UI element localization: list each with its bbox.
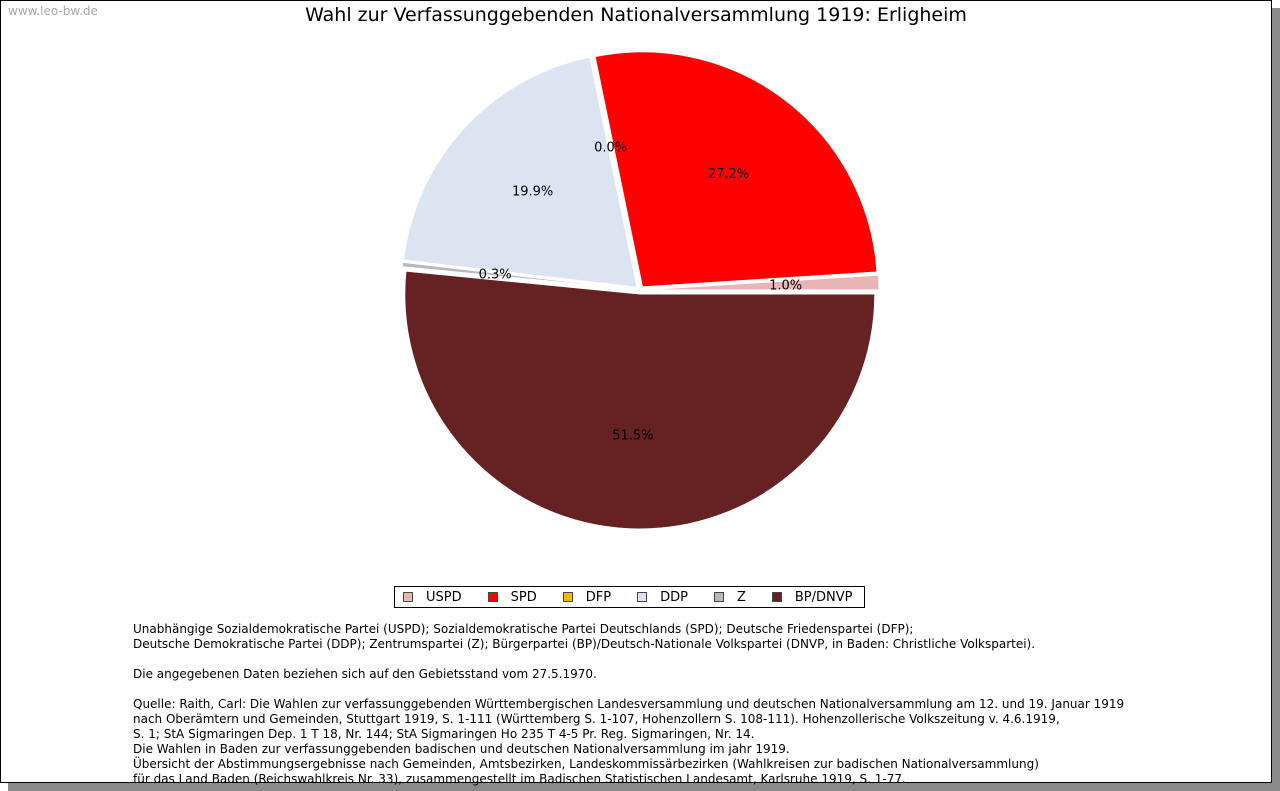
party-definitions-line-2: Deutsche Demokratische Partei (DDP); Zen… [133, 637, 1036, 651]
frame-shadow-right [1272, 8, 1280, 791]
legend-item-spd: SPD [487, 589, 537, 605]
source-line-1: Quelle: Raith, Carl: Die Wahlen zur verf… [133, 697, 1125, 711]
legend-item-bp-dnvp: BP/DNVP [771, 589, 853, 605]
legend-swatch-spd [487, 592, 498, 602]
pie-slices [401, 51, 880, 530]
pie-label-bp-dnvp: 51.5% [612, 429, 653, 444]
pie-labels: 1.0% 27.2% 0.0% 19.9% 0.3% 51.5% [479, 140, 803, 443]
legend-label-bp-dnvp: BP/DNVP [794, 589, 853, 605]
source-line-4: Die Wahlen in Baden zur verfassunggebend… [133, 742, 790, 756]
legend-swatch-ddp [637, 592, 648, 602]
pie-label-z: 0.3% [479, 267, 512, 282]
legend-item-z: Z [713, 589, 746, 605]
legend-item-ddp: DDP [637, 590, 688, 605]
party-definitions-line-1: Unabhängige Sozialdemokratische Partei (… [133, 622, 914, 636]
pie-label-dfp: 0.0% [594, 140, 627, 155]
legend-swatch-uspd [403, 592, 413, 602]
chart-title: Wahl zur Verfassunggebenden Nationalvers… [305, 4, 967, 26]
legend-swatch-dfp [562, 592, 573, 602]
legend-swatch-bp-dnvp [771, 592, 782, 602]
pie-label-ddp: 19.9% [512, 185, 553, 200]
legend-label-z: Z [736, 589, 746, 605]
legend-label-uspd: USPD [426, 589, 462, 605]
legend-label-ddp: DDP [660, 589, 688, 605]
pie-label-spd: 27.2% [708, 167, 749, 182]
source-line-6: für das Land Baden (Reichswahlkreis Nr. … [133, 772, 906, 786]
legend-swatch-z [713, 592, 724, 602]
legend-item-uspd: USPD [403, 590, 462, 605]
legend-item-dfp: DFP [562, 589, 612, 605]
legend-label-dfp: DFP [585, 589, 612, 605]
territory-note: Die angegebenen Daten beziehen sich auf … [133, 667, 597, 681]
pie-slice-uspd [643, 274, 880, 291]
source-line-2: nach Oberämtern und Gemeinden, Stuttgart… [133, 712, 1060, 726]
pie-label-uspd: 1.0% [769, 278, 802, 293]
source-line-5: Übersicht der Abstimmungsergebnisse nach… [133, 757, 1039, 771]
legend: USPD SPD DFP DDP Z BP/DNVP [394, 586, 865, 608]
pie-slice-ddp [403, 56, 638, 288]
footnotes: Unabhängige Sozialdemokratische Partei (… [133, 622, 1124, 787]
legend-label-spd: SPD [510, 589, 537, 605]
watermark: www.leo-bw.de [8, 4, 98, 18]
pie-slice-bp-dnvp [404, 270, 876, 530]
source-line-3: S. 1; StA Sigmaringen Dep. 1 T 18, Nr. 1… [133, 727, 755, 741]
pie-slice-z [401, 261, 637, 291]
pie-slice-spd [594, 51, 878, 288]
frame-shadow-bottom [8, 783, 1280, 791]
